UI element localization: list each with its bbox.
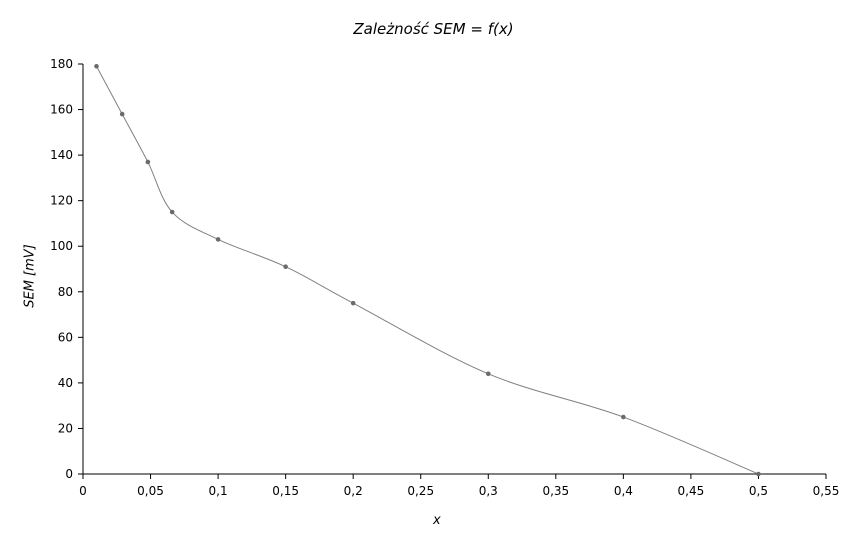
data-point [145, 159, 151, 165]
data-point [169, 209, 175, 215]
y-tick-label: 140 [50, 148, 73, 162]
x-tick-label: 0,45 [678, 484, 705, 498]
data-point [485, 371, 491, 377]
y-tick-label: 40 [58, 376, 73, 390]
data-point [756, 471, 761, 477]
x-tick-label: 0,05 [137, 484, 164, 498]
y-tick-label: 180 [50, 57, 73, 71]
x-tick-label: 0,15 [272, 484, 299, 498]
x-axis-label: x [433, 513, 441, 528]
x-tick-label: 0,2 [344, 484, 363, 498]
x-tick-label: 0,3 [479, 484, 498, 498]
x-tick-label: 0,5 [749, 484, 768, 498]
x-tick-label: 0,55 [813, 484, 840, 498]
x-tick-label: 0,4 [614, 484, 633, 498]
data-point [119, 111, 125, 117]
series-line [96, 66, 759, 475]
y-tick-label: 60 [58, 330, 73, 344]
data-point [215, 237, 221, 242]
data-point [94, 63, 99, 69]
y-tick-label: 160 [50, 103, 73, 117]
y-axis-label: SEM [mV] [22, 244, 38, 308]
data-point [283, 264, 288, 270]
data-point [621, 414, 626, 420]
y-tick-label: 100 [50, 239, 73, 253]
y-tick-label: 80 [58, 285, 73, 299]
data-point [350, 300, 356, 306]
x-tick-label: 0,25 [407, 484, 434, 498]
chart-title: Zależność SEM = f(x) [353, 20, 514, 38]
x-tick-label: 0 [79, 484, 87, 498]
y-tick-label: 120 [50, 194, 73, 208]
x-tick-label: 0,35 [542, 484, 569, 498]
x-tick-label: 0,1 [209, 484, 228, 498]
y-tick-label: 0 [65, 467, 73, 481]
y-tick-label: 20 [58, 421, 73, 435]
